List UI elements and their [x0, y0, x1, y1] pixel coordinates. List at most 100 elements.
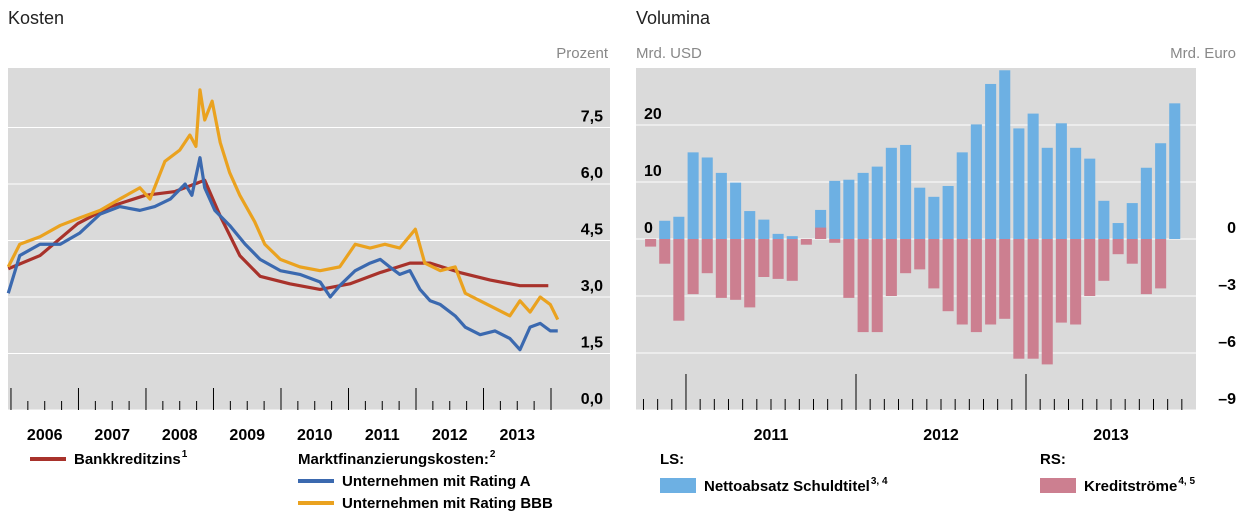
chart-title: Kosten [8, 8, 64, 28]
x-tick-label: 2010 [297, 427, 333, 444]
bar [815, 209, 827, 239]
bar [1140, 239, 1152, 295]
bar [786, 236, 798, 239]
bar [900, 144, 912, 239]
bar [673, 239, 685, 321]
bar [885, 147, 897, 239]
line-series [6, 156, 558, 352]
bar [1098, 239, 1110, 281]
bar [715, 239, 727, 298]
legend-label: Unternehmen mit Rating A [342, 473, 531, 490]
legend-swatch [660, 478, 696, 493]
x-tick-label: 2006 [27, 427, 63, 444]
legend-note: 3, 4 [871, 476, 888, 487]
y-tick-label: 3,0 [581, 278, 603, 295]
bar [815, 227, 827, 239]
plot-background [8, 68, 610, 410]
bar [956, 152, 968, 239]
bar [1041, 147, 1053, 239]
x-tick-label: 2013 [499, 427, 535, 444]
bar [730, 182, 742, 239]
legend-label: Bankkreditzins [74, 451, 181, 468]
y-tick-label: 0 [644, 220, 653, 237]
bar [758, 239, 770, 277]
bar [744, 211, 756, 239]
legend-label: Kreditströme [1084, 478, 1177, 495]
bar [829, 180, 841, 239]
bar [928, 196, 940, 239]
bar [857, 172, 869, 239]
bar [1013, 239, 1025, 359]
line-series [7, 178, 549, 292]
legend-swatch [1040, 478, 1076, 493]
legend-note: 4, 5 [1178, 476, 1195, 487]
x-tick-label: 2012 [432, 427, 468, 444]
bar [786, 239, 798, 281]
bar [758, 219, 770, 239]
y2-tick-label: –3 [1218, 277, 1236, 294]
bar [715, 172, 727, 239]
bar [871, 239, 883, 333]
bar [687, 152, 699, 239]
bar [1126, 239, 1138, 264]
bar [1155, 143, 1167, 239]
bar [914, 187, 926, 239]
bar [1155, 239, 1167, 289]
bar [942, 239, 954, 312]
bar [1027, 239, 1039, 359]
bar [843, 179, 855, 239]
bar [1055, 123, 1067, 239]
legend-group: RS: [1040, 451, 1066, 468]
bar [1013, 128, 1025, 239]
x-tick-label: 2007 [94, 427, 130, 444]
bar [871, 166, 883, 239]
bar [687, 239, 699, 295]
bar [985, 83, 997, 240]
line-series [6, 88, 560, 321]
bar [800, 239, 812, 245]
bar [928, 239, 940, 289]
bar [970, 239, 982, 333]
bar [1070, 147, 1082, 239]
legend-label: Nettoabsatz Schuldtitel [704, 478, 870, 495]
bar [1140, 167, 1152, 239]
bar [999, 70, 1011, 239]
bar [1027, 113, 1039, 239]
x-tick-label: 2012 [923, 427, 959, 444]
y-tick-label: 4,5 [581, 222, 603, 239]
x-tick-label: 2013 [1093, 427, 1129, 444]
bar [673, 216, 685, 239]
bar [1041, 239, 1053, 365]
y-tick-label: 20 [644, 106, 662, 123]
bar [857, 239, 869, 333]
y2-tick-label: –6 [1218, 334, 1236, 351]
x-tick-label: 2008 [162, 427, 198, 444]
bar [885, 239, 897, 296]
bar [1084, 158, 1096, 239]
bar [956, 239, 968, 325]
legend-note: 2 [490, 449, 496, 460]
bar [942, 185, 954, 239]
bar [1098, 200, 1110, 239]
bar [744, 239, 756, 308]
bar [772, 233, 784, 239]
legend-group: LS: [660, 451, 684, 468]
bar [829, 239, 841, 243]
x-tick-label: 2011 [365, 427, 400, 444]
x-tick-label: 2011 [754, 427, 789, 444]
x-tick-label: 2009 [229, 427, 265, 444]
bar [1126, 203, 1138, 239]
axis-unit: Prozent [556, 45, 609, 62]
bar [1169, 103, 1181, 239]
y2-tick-label: 0 [1227, 220, 1236, 237]
y-tick-label: 7,5 [581, 109, 603, 126]
bar [701, 239, 713, 274]
bar [1112, 223, 1124, 239]
axis-unit: Mrd. Euro [1170, 45, 1236, 62]
bar [659, 239, 671, 264]
chart-title: Volumina [636, 8, 711, 28]
legend-label: Unternehmen mit Rating BBB [342, 495, 553, 512]
y-tick-label: 10 [644, 163, 662, 180]
bar [645, 239, 657, 247]
